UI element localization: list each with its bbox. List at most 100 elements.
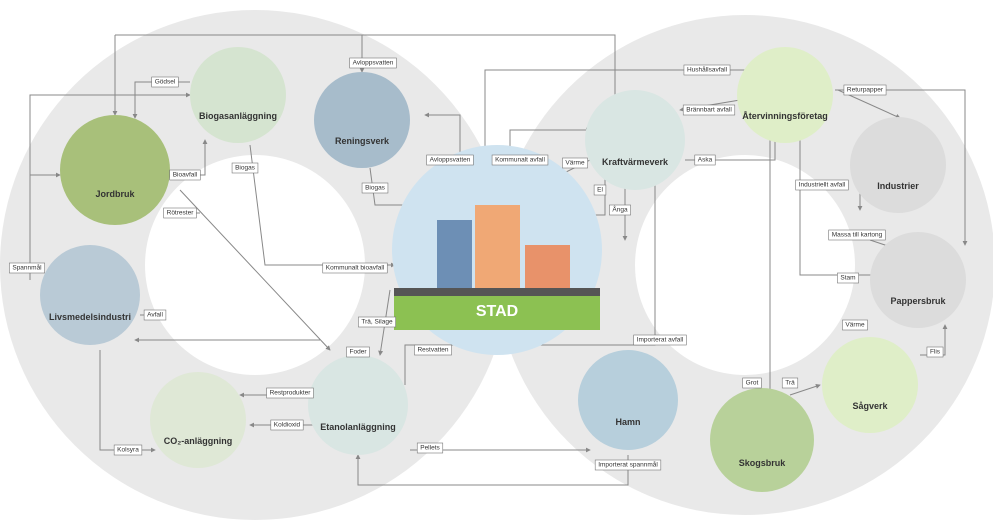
edge-label: Hushållsavfall [687, 66, 728, 74]
node-label: Reningsverk [335, 136, 390, 146]
edge-label: Massa till kartong [832, 232, 883, 239]
node-circle [314, 72, 410, 168]
edge-label-group: Biogas [232, 163, 258, 173]
node-circle [710, 388, 814, 492]
edge-label: Bioavfall [173, 172, 198, 179]
edge-label: Trä, Silage [361, 319, 393, 326]
node-circle [870, 232, 966, 328]
edge-label: Pellets [420, 445, 440, 452]
edge-label: Returpapper [847, 87, 884, 94]
edge-label: Restvatten [417, 347, 448, 354]
node-label: CO₂-anläggning [164, 436, 233, 446]
edge-label-group: Biogas [362, 183, 388, 193]
node-circle [585, 90, 685, 190]
edge-label-group: Trä, Silage [358, 317, 395, 327]
edge-label: Kommunalt avfall [495, 157, 545, 164]
edge-label-group: El [594, 185, 606, 195]
edge-label-group: Bioavfall [170, 170, 201, 180]
node-circle [40, 245, 140, 345]
edge-label-group: Kommunalt bioavfall [323, 263, 388, 273]
edge-label: Importerat spannmål [598, 461, 658, 469]
edge-label-group: Returpapper [844, 85, 886, 95]
edge-label-group: Flis [927, 347, 943, 357]
node-label: Skogsbruk [739, 458, 787, 468]
edge-label: Värme [845, 322, 865, 329]
node-label: Pappersbruk [890, 296, 946, 306]
edge-label: Avloppsvatten [353, 60, 394, 67]
node-circle [60, 115, 170, 225]
edge-label-group: Värme [562, 158, 587, 168]
edge-label-group: Koldioxid [271, 420, 303, 430]
edge-label: Brännbart avfall [686, 107, 732, 114]
node-label: STAD [476, 303, 518, 320]
node-label: Livsmedelsindustri [49, 312, 131, 322]
edge-label-group: Massa till kartong [829, 230, 886, 240]
node-label: Sågverk [852, 401, 888, 411]
building [475, 205, 520, 290]
node-circle [737, 47, 833, 143]
edge-label: Gödsel [155, 79, 176, 86]
building [525, 245, 570, 290]
edge-label: El [597, 187, 603, 194]
node-circle [308, 355, 408, 455]
edge-label-group: Rötrester [164, 208, 197, 218]
edge-label-group: Stam [837, 273, 858, 283]
node-circle [822, 337, 918, 433]
edge-label-group: Avfall [144, 310, 166, 320]
edge-label: Restprodukter [270, 390, 312, 397]
edge-label: Avloppsvatten [430, 157, 471, 164]
edge-label-group: Industriellt avfall [796, 180, 849, 190]
edge-label-group: Restprodukter [267, 388, 314, 398]
edge-label: Grot [746, 380, 759, 387]
diagram: Jordbruk Biogasanläggning Reningsverk STAD K… [0, 0, 993, 526]
edge-label-group: Trä [782, 378, 798, 388]
edge-label-group: Hushållsavfall [684, 65, 730, 75]
node-circle [150, 372, 246, 468]
edge-label-group: Restvatten [414, 345, 451, 355]
edge-label-group: Avloppsvatten [427, 155, 474, 165]
edge-label-group: Foder [347, 347, 370, 357]
node-circle [578, 350, 678, 450]
edge-label: Importerat avfall [637, 337, 684, 344]
edge-label-group: Kolsyra [114, 445, 142, 455]
edge-label-group: Pellets [417, 443, 443, 453]
edge-label: Kommunalt bioavfall [326, 265, 385, 272]
edge-label: Foder [350, 349, 368, 356]
edge-label: Ånga [612, 205, 628, 214]
edge-label-group: Aska [695, 155, 715, 165]
edge-label: Koldioxid [274, 422, 301, 429]
edge-label: Stam [840, 275, 855, 282]
node-label: Etanolanläggning [320, 422, 396, 432]
edge-label: Aska [698, 157, 713, 164]
edge-label-group: Spannmål [9, 263, 44, 273]
edge-label: Avfall [147, 312, 163, 319]
node-label: Kraftvärmeverk [602, 157, 669, 167]
edge-label: Trä [785, 380, 795, 387]
edge-label: Flis [930, 349, 941, 356]
edge-label: Biogas [235, 165, 256, 172]
edge-label: Industriellt avfall [799, 182, 846, 189]
edge-label-group: Ånga [609, 205, 630, 215]
node-label: Industrier [877, 181, 919, 191]
edge-label-group: Värme [842, 320, 867, 330]
edge-label-group: Gödsel [152, 77, 179, 87]
node-label: Hamn [615, 417, 640, 427]
edge-label-group: Avloppsvatten [350, 58, 397, 68]
edge-label-group: Kommunalt avfall [492, 155, 548, 165]
node-label: Biogasanläggning [199, 111, 277, 121]
edge-label: Kolsyra [117, 447, 139, 454]
edge-label: Värme [565, 160, 585, 167]
building [437, 220, 472, 290]
edge-label-group: Brännbart avfall [683, 105, 735, 115]
node-circle [850, 117, 946, 213]
edge-label: Biogas [365, 185, 386, 192]
edge-label: Rötrester [167, 210, 195, 217]
node-label: Återvinningsföretag [742, 111, 828, 121]
edge-label-group: Grot [743, 378, 762, 388]
node-circle [190, 47, 286, 143]
edge-label: Spannmål [12, 264, 42, 272]
edge-label-group: Importerat spannmål [595, 460, 661, 470]
node-label: Jordbruk [95, 189, 135, 199]
road [394, 288, 600, 296]
edge-label-group: Importerat avfall [634, 335, 687, 345]
